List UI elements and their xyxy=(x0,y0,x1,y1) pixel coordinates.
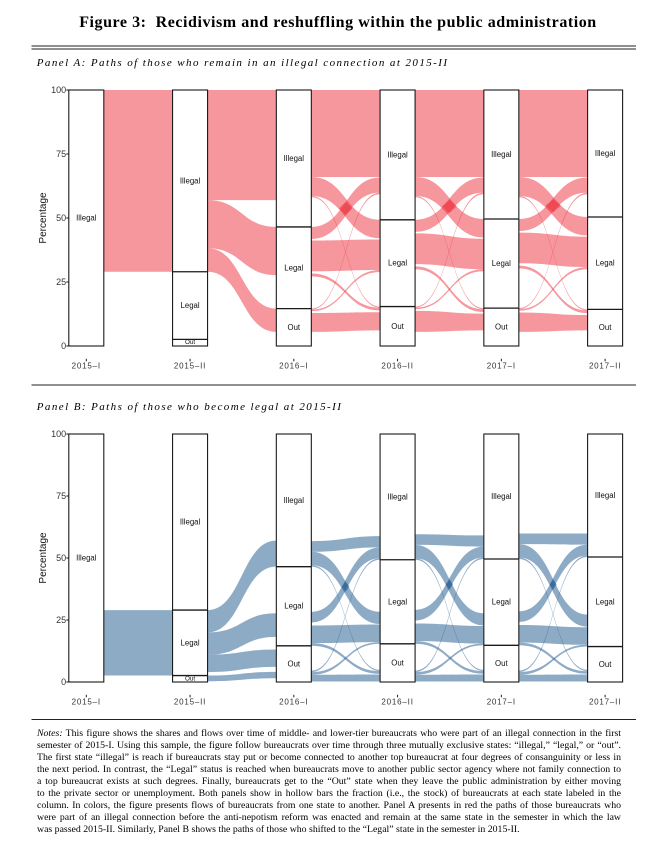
svg-text:Legal: Legal xyxy=(596,597,615,606)
svg-text:Illegal: Illegal xyxy=(387,492,408,501)
svg-text:Illegal: Illegal xyxy=(284,496,305,505)
svg-text:Illegal: Illegal xyxy=(76,214,97,223)
svg-text:Percentage: Percentage xyxy=(38,192,49,244)
svg-text:2015–II: 2015–II xyxy=(174,697,206,706)
svg-text:Out: Out xyxy=(391,658,404,667)
svg-text:Illegal: Illegal xyxy=(387,150,408,159)
svg-text:100: 100 xyxy=(51,429,66,439)
svg-text:Illegal: Illegal xyxy=(180,518,201,527)
svg-text:Out: Out xyxy=(185,339,195,346)
svg-text:25: 25 xyxy=(56,615,66,625)
svg-text:50: 50 xyxy=(56,553,66,563)
svg-text:Illegal: Illegal xyxy=(595,491,616,500)
svg-text:100: 100 xyxy=(51,85,66,95)
svg-text:2017–I: 2017–I xyxy=(487,361,516,370)
svg-text:Out: Out xyxy=(599,323,612,332)
svg-text:Illegal: Illegal xyxy=(284,154,305,163)
svg-text:Legal: Legal xyxy=(181,301,200,310)
svg-text:25: 25 xyxy=(56,277,66,287)
svg-text:0: 0 xyxy=(61,677,66,687)
svg-text:50: 50 xyxy=(56,213,66,223)
svg-text:75: 75 xyxy=(56,149,66,159)
svg-text:Out: Out xyxy=(288,659,301,668)
svg-text:Illegal: Illegal xyxy=(491,150,512,159)
svg-text:2016–I: 2016–I xyxy=(279,697,308,706)
svg-text:Out: Out xyxy=(599,660,612,669)
svg-text:2015–I: 2015–I xyxy=(72,697,101,706)
svg-text:2016–II: 2016–II xyxy=(381,361,413,370)
svg-text:Out: Out xyxy=(391,322,404,331)
svg-text:0: 0 xyxy=(61,341,66,351)
svg-text:Out: Out xyxy=(288,323,301,332)
svg-text:Out: Out xyxy=(495,659,508,668)
svg-text:Legal: Legal xyxy=(181,638,200,647)
svg-text:Illegal: Illegal xyxy=(76,554,97,563)
svg-text:2017–II: 2017–II xyxy=(589,697,621,706)
svg-text:Legal: Legal xyxy=(492,259,511,268)
svg-text:2015–II: 2015–II xyxy=(174,361,206,370)
svg-text:Legal: Legal xyxy=(388,259,407,268)
svg-text:Out: Out xyxy=(185,675,195,682)
svg-text:Legal: Legal xyxy=(284,263,303,272)
svg-text:75: 75 xyxy=(56,491,66,501)
svg-text:Legal: Legal xyxy=(284,602,303,611)
svg-text:Legal: Legal xyxy=(492,598,511,607)
svg-text:Legal: Legal xyxy=(596,259,615,268)
svg-text:Illegal: Illegal xyxy=(180,176,201,185)
svg-text:2017–II: 2017–II xyxy=(589,361,621,370)
svg-text:Percentage: Percentage xyxy=(38,532,49,584)
svg-text:2017–I: 2017–I xyxy=(487,697,516,706)
svg-text:Illegal: Illegal xyxy=(491,492,512,501)
svg-text:Illegal: Illegal xyxy=(595,149,616,158)
svg-text:2016–II: 2016–II xyxy=(381,697,413,706)
svg-text:2015–I: 2015–I xyxy=(72,361,101,370)
svg-text:Out: Out xyxy=(495,323,508,332)
svg-text:2016–I: 2016–I xyxy=(279,361,308,370)
svg-text:Legal: Legal xyxy=(388,597,407,606)
